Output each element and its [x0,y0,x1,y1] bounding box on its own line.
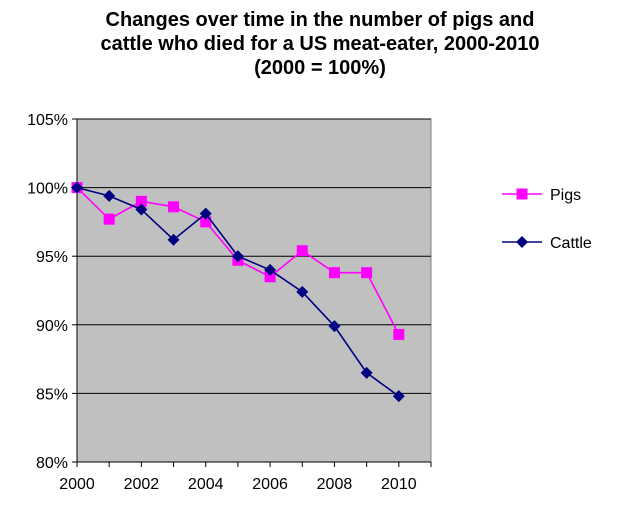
legend: Pigs Cattle [502,187,592,252]
legend-label-pigs: Pigs [550,187,581,204]
pigs-point [135,195,147,207]
cattle-point [296,285,309,298]
y-tick-label: 105% [27,112,68,129]
pigs-point [393,328,405,340]
legend-marker-cattle [516,236,528,248]
chart-title: Changes over time in the number of pigs … [0,8,640,80]
y-tick-label: 100% [27,181,68,198]
series-group [71,181,405,403]
cattle-point [199,207,212,220]
x-tick-label: 2000 [59,476,95,493]
axes: 80% 85% 90% 95% 100% 105% 2000 2002 2004 2006 2008… [27,112,432,493]
chart-title-line-2: cattle who died for a US meat-eater, 200… [100,33,540,55]
legend-label-cattle: Cattle [550,235,592,252]
cattle-point [135,203,148,216]
series-cattle [71,181,405,403]
cattle-point [392,390,405,403]
cattle-point [103,189,116,202]
chart-title-line-3: (2000 = 100%) [254,57,386,79]
y-tick-label: 90% [36,318,68,335]
x-tick-label: 2002 [124,476,160,493]
plot-area [76,118,432,463]
y-tick-label: 80% [36,455,68,472]
cattle-point [360,366,373,379]
legend-marker-pigs [516,188,528,200]
pigs-point [103,213,115,225]
x-tick-label: 2008 [317,476,353,493]
pigs-point [264,271,276,283]
y-tick-label: 85% [36,386,68,403]
chart-title-line-1: Changes over time in the number of pigs … [105,9,535,31]
pigs-point [328,267,340,279]
pigs-point [296,245,308,257]
cattle-point [264,263,277,276]
x-tick-label: 2004 [188,476,224,493]
legend-item-cattle: Cattle [502,235,592,252]
pigs-point [361,267,373,279]
cattle-point [167,233,180,246]
pigs-point [200,216,212,228]
y-tick-label: 95% [36,249,68,266]
cattle-point [328,320,341,333]
x-tick-label: 2006 [252,476,288,493]
x-tick-label: 2010 [381,476,417,493]
cattle-point [71,181,83,194]
gridlines [77,118,431,394]
legend-item-pigs: Pigs [502,187,581,204]
pigs-point [168,201,180,213]
cattle-point [231,250,244,263]
